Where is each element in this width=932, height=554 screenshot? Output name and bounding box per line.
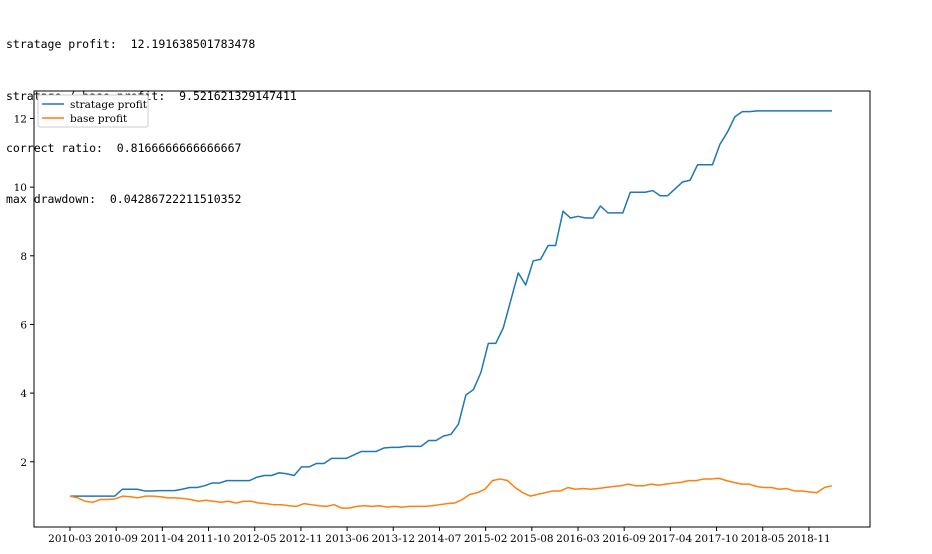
stat-label: correct ratio: xyxy=(6,140,103,155)
legend-label: base profit xyxy=(70,113,128,125)
legend-box xyxy=(37,94,149,128)
x-tick-label: 2017-10 xyxy=(695,533,739,545)
x-tick-label: 2011-04 xyxy=(141,533,185,545)
stat-value: 12.191638501783478 xyxy=(130,37,256,52)
y-tick-label: 8 xyxy=(20,251,27,263)
x-axis: 2010-03 2010-09 2011-04 2011-10 2012-05 2012-… xyxy=(48,527,831,545)
series-line-base-profit xyxy=(69,477,833,509)
legend-label: stratage profit xyxy=(70,99,148,111)
stat-row-correct: correct ratio: 0.8166666666666667 xyxy=(6,140,297,157)
x-tick-label: 2018-05 xyxy=(741,533,785,545)
x-tick-label: 2015-08 xyxy=(510,533,554,545)
y-tick-label: 12 xyxy=(14,113,27,125)
stat-row-drawdown: max drawdown: 0.04286722211510352 xyxy=(6,191,297,208)
x-tick-label: 2013-12 xyxy=(371,533,415,545)
stat-value: 0.04286722211510352 xyxy=(109,192,242,207)
x-tick-label: 2012-11 xyxy=(279,533,323,545)
stat-label: max drawdown: xyxy=(6,192,97,207)
y-axis: 2 4 6 8 10 12 xyxy=(14,113,34,469)
x-tick-label: 2011-10 xyxy=(187,533,231,545)
y-tick-label: 4 xyxy=(20,388,27,400)
y-tick-label: 2 xyxy=(20,457,27,469)
x-tick-label: 2015-02 xyxy=(464,533,508,545)
x-tick-label: 2014-07 xyxy=(418,533,462,545)
stat-value: 0.8166666666666667 xyxy=(116,140,242,155)
x-tick-label: 2016-03 xyxy=(556,533,600,545)
legend: stratage profit base profit xyxy=(37,94,149,128)
x-tick-label: 2012-05 xyxy=(233,533,277,545)
x-tick-label: 2010-09 xyxy=(94,533,138,545)
plot-frame xyxy=(33,90,871,528)
series-layer xyxy=(69,110,833,509)
stat-label: stratage profit: xyxy=(6,37,117,52)
x-tick-label: 2013-06 xyxy=(325,533,369,545)
x-tick-label: 2018-11 xyxy=(787,533,831,545)
stat-value: 9.521621329147411 xyxy=(179,89,297,104)
y-tick-label: 6 xyxy=(20,319,27,331)
x-tick-label: 2017-04 xyxy=(649,533,693,545)
stat-row-profit: stratage profit: 12.191638501783478 xyxy=(6,36,297,53)
series-line-stratage-profit xyxy=(70,110,832,497)
x-tick-label: 2010-03 xyxy=(48,533,92,545)
x-tick-label: 2016-09 xyxy=(602,533,646,545)
y-tick-label: 10 xyxy=(14,182,27,194)
